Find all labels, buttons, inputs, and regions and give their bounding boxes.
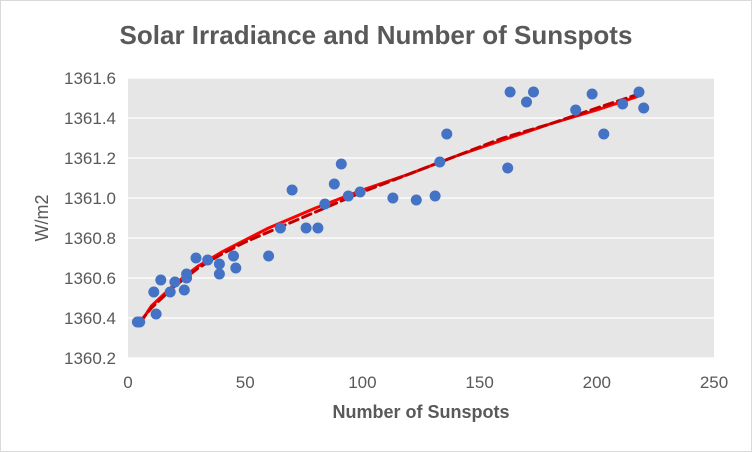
data-point [598,128,610,140]
data-point [502,162,514,174]
data-point [190,252,202,264]
data-point [213,268,225,280]
data-point [213,258,225,270]
y-axis-ticks: 1360.2 1360.4 1360.6 1360.8 1361.0 1361.2 1361… [64,69,116,368]
data-point [134,316,146,328]
data-point [410,194,422,206]
data-point [434,156,446,168]
data-point [633,86,645,98]
x-axis-ticks: 0 50 100 150 200 250 [123,373,728,392]
x-axis-label: Number of Sunspots [332,402,509,422]
data-point [570,104,582,116]
plot-area [128,78,714,358]
x-tick-label: 100 [348,373,376,392]
data-point [441,128,453,140]
data-point [300,222,312,234]
y-tick-label: 1360.6 [64,269,116,288]
data-point [504,86,516,98]
data-points [131,86,650,328]
data-point [354,186,366,198]
y-tick-label: 1360.4 [64,309,116,328]
data-point [342,190,354,202]
data-point [263,250,275,262]
x-tick-label: 0 [123,373,132,392]
data-point [230,262,242,274]
data-point [202,254,214,266]
y-tick-label: 1360.8 [64,229,116,248]
data-point [638,102,650,114]
x-tick-label: 200 [583,373,611,392]
x-tick-label: 250 [700,373,728,392]
data-point [181,272,193,284]
data-point [429,190,441,202]
data-point [617,98,629,110]
y-tick-label: 1360.2 [64,349,116,368]
data-point [274,222,286,234]
data-point [521,96,532,108]
data-point [312,222,324,234]
data-point [164,286,176,298]
data-point [150,308,162,320]
data-point [319,198,331,210]
data-point [178,284,190,296]
data-point [286,184,298,196]
data-point [148,286,160,298]
x-tick-label: 50 [236,373,255,392]
x-tick-label: 150 [465,373,493,392]
data-point [335,158,347,170]
data-point [528,86,539,98]
data-point [387,192,399,204]
data-point [169,276,181,288]
y-tick-label: 1361.4 [64,109,116,128]
data-point [328,178,340,190]
y-tick-label: 1361.2 [64,149,116,168]
data-point [228,250,239,262]
data-point [155,274,167,286]
y-axis-label: W/m2 [32,195,52,242]
y-tick-label: 1361.0 [64,189,116,208]
data-point [586,88,598,100]
chart-title: Solar Irradiance and Number of Sunspots [120,20,633,50]
y-tick-label: 1361.6 [64,69,116,88]
